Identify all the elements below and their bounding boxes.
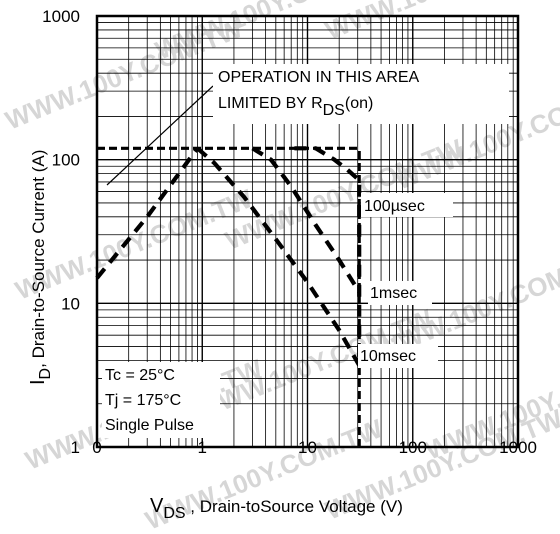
series-label-100usec: 100µsec — [364, 198, 425, 215]
area-note-line2-main: LIMITED BY R — [218, 95, 323, 112]
y-tick-label: 1000 — [42, 7, 80, 26]
y-tick-labels: 1 10 100 1000 — [42, 7, 80, 457]
series-label-bg-1msec — [368, 281, 432, 305]
x-tick-label: 10 — [298, 438, 317, 457]
y-tick-label: 10 — [61, 294, 80, 313]
x-tick-label: 0 — [92, 438, 101, 457]
x-axis-label-main: V — [150, 495, 164, 517]
y-axis-label-sub: D — [37, 368, 54, 380]
series-10msec — [196, 146, 362, 367]
conditions-background — [102, 362, 220, 438]
series-100usec — [294, 146, 362, 361]
area-note-line1: OPERATION IN THIS AREA — [218, 69, 420, 86]
series-label-10msec: 10msec — [360, 348, 416, 365]
condition-single-pulse: Single Pulse — [105, 417, 194, 434]
series-1msec — [251, 146, 361, 294]
series-label-bg-10msec — [358, 344, 438, 368]
area-note-background — [213, 64, 509, 124]
x-tick-label: 100 — [399, 438, 427, 457]
x-axis-label: VDS , Drain-toSource Voltage (V) — [150, 495, 403, 522]
area-note-line2-sub: DS — [323, 102, 345, 119]
x-axis-label-sub: DS — [163, 505, 185, 522]
y-axis-label: ID, Drain-to-Source Current (A) — [27, 150, 54, 385]
series-label-1msec: 1msec — [370, 285, 417, 302]
area-note-line2-end: (on) — [345, 95, 373, 112]
y-tick-label: 100 — [52, 151, 80, 170]
x-axis-label-rest: , Drain-toSource Voltage (V) — [186, 497, 403, 516]
x-tick-label: 1000 — [499, 438, 537, 457]
y-tick-label: 1 — [71, 438, 80, 457]
x-tick-labels: 0 1 10 100 1000 — [92, 438, 537, 457]
y-axis-label-main: I — [27, 379, 49, 385]
y-axis-label-rest: , Drain-to-Source Current (A) — [29, 150, 48, 368]
x-tick-label: 1 — [198, 438, 207, 457]
plot-frame — [95, 14, 520, 449]
condition-tc: Tc = 25°C — [105, 367, 175, 384]
area-note-leader-line — [106, 85, 214, 186]
series-layer — [95, 146, 362, 447]
series-rds-on-limit — [95, 147, 200, 280]
condition-tj: Tj = 175°C — [105, 392, 181, 409]
series-label-bg-100usec — [361, 193, 453, 217]
area-note-line2: LIMITED BY RDS(on) — [218, 95, 373, 119]
